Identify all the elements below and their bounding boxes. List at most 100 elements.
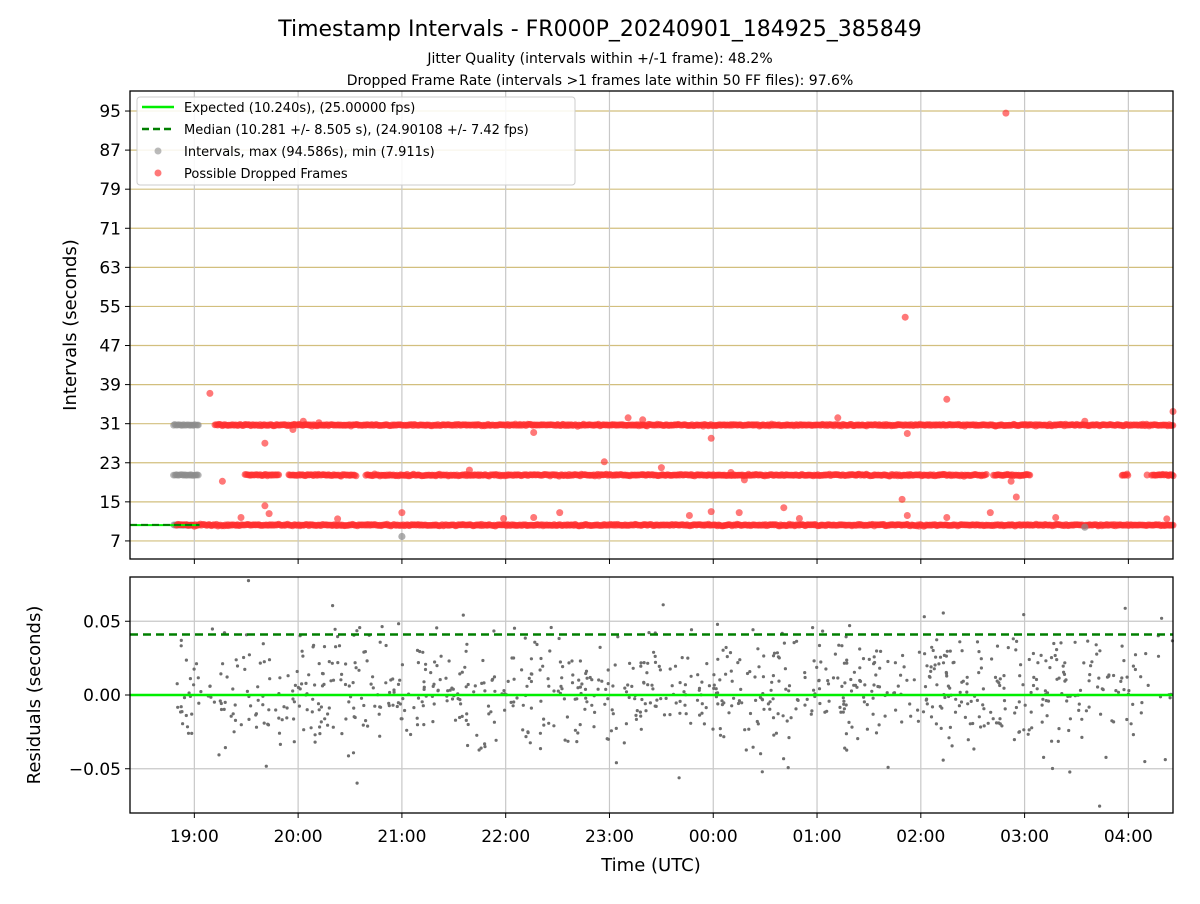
residual-point (736, 661, 739, 664)
residual-point (559, 660, 562, 663)
residual-point (858, 666, 861, 669)
residual-point (623, 687, 626, 690)
residual-point (689, 722, 692, 725)
residual-point (923, 615, 926, 618)
residual-point (522, 704, 525, 707)
residual-point (248, 653, 251, 656)
residual-point (557, 690, 560, 693)
residual-point (701, 702, 704, 705)
residual-point (422, 723, 425, 726)
residual-point (922, 710, 925, 713)
residual-point (607, 682, 610, 685)
residual-point (580, 682, 583, 685)
residual-point (628, 662, 631, 665)
top-y-tick-label: 79 (99, 180, 121, 200)
residual-point (412, 706, 415, 709)
residual-point (926, 702, 929, 705)
residual-point (291, 689, 294, 692)
residual-point (433, 660, 436, 663)
residual-point (1088, 706, 1091, 709)
residual-point (530, 707, 533, 710)
residual-point (348, 684, 351, 687)
residual-point (243, 668, 246, 671)
residual-point (933, 667, 936, 670)
residual-point (539, 700, 542, 703)
dropped-frame-outlier (261, 440, 268, 447)
residual-point (1042, 756, 1045, 759)
residual-point (481, 659, 484, 662)
residual-point (783, 642, 786, 645)
residual-point (700, 712, 703, 715)
interval-point (1125, 472, 1132, 479)
residual-point (606, 737, 609, 740)
residual-point (318, 662, 321, 665)
residual-point (548, 649, 551, 652)
dropped-frame-outlier (1013, 494, 1020, 501)
residual-point (845, 659, 848, 662)
residual-point (787, 736, 790, 739)
residual-point (848, 624, 851, 627)
residual-point (396, 705, 399, 708)
residual-point (952, 661, 955, 664)
residual-point (863, 683, 866, 686)
residual-point (862, 657, 865, 660)
residual-point (373, 705, 376, 708)
residual-point (448, 659, 451, 662)
residual-point (639, 661, 642, 664)
residual-point (282, 705, 285, 708)
dropped-frame-outlier (1002, 110, 1009, 117)
residual-point (542, 724, 545, 727)
residual-point (511, 704, 514, 707)
residual-point (259, 662, 262, 665)
residual-point (1089, 664, 1092, 667)
residual-point (326, 724, 329, 727)
residual-point (875, 731, 878, 734)
residual-point (495, 739, 498, 742)
residual-point (311, 698, 314, 701)
residual-point (945, 674, 948, 677)
residual-point (558, 637, 561, 640)
residual-point (1057, 740, 1060, 743)
residual-point (459, 702, 462, 705)
residual-point (190, 713, 193, 716)
dropped-frame-outlier (219, 478, 226, 485)
residual-point (401, 663, 404, 666)
residual-point (640, 728, 643, 731)
residual-point (804, 676, 807, 679)
residual-point (611, 684, 614, 687)
residual-point (682, 690, 685, 693)
dropped-frame-outlier (987, 509, 994, 516)
residual-point (1003, 699, 1006, 702)
residual-point (913, 678, 916, 681)
residual-point (633, 697, 636, 700)
residual-point (1130, 722, 1133, 725)
residual-point (996, 645, 999, 648)
residual-point (640, 698, 643, 701)
residual-point (686, 657, 689, 660)
residual-point (465, 650, 468, 653)
residual-point (875, 649, 878, 652)
residual-point (224, 746, 227, 749)
residual-point (1124, 607, 1127, 610)
residual-point (894, 661, 897, 664)
residual-point (1030, 726, 1033, 729)
residual-point (338, 644, 341, 647)
residual-point (646, 662, 649, 665)
residual-point (515, 696, 518, 699)
residual-point (959, 691, 962, 694)
residual-point (600, 680, 603, 683)
residual-point (614, 663, 617, 666)
residual-point (884, 715, 887, 718)
residual-point (1064, 678, 1067, 681)
residual-point (482, 681, 485, 684)
residual-point (818, 702, 821, 705)
residual-point (668, 713, 671, 716)
residual-point (340, 673, 343, 676)
residual-point (492, 629, 495, 632)
residual-point (909, 715, 912, 718)
residual-point (1095, 643, 1098, 646)
residual-point (433, 702, 436, 705)
x-tick-label: 21:00 (377, 827, 426, 847)
top-y-tick-label: 31 (99, 415, 121, 435)
residual-point (716, 623, 719, 626)
